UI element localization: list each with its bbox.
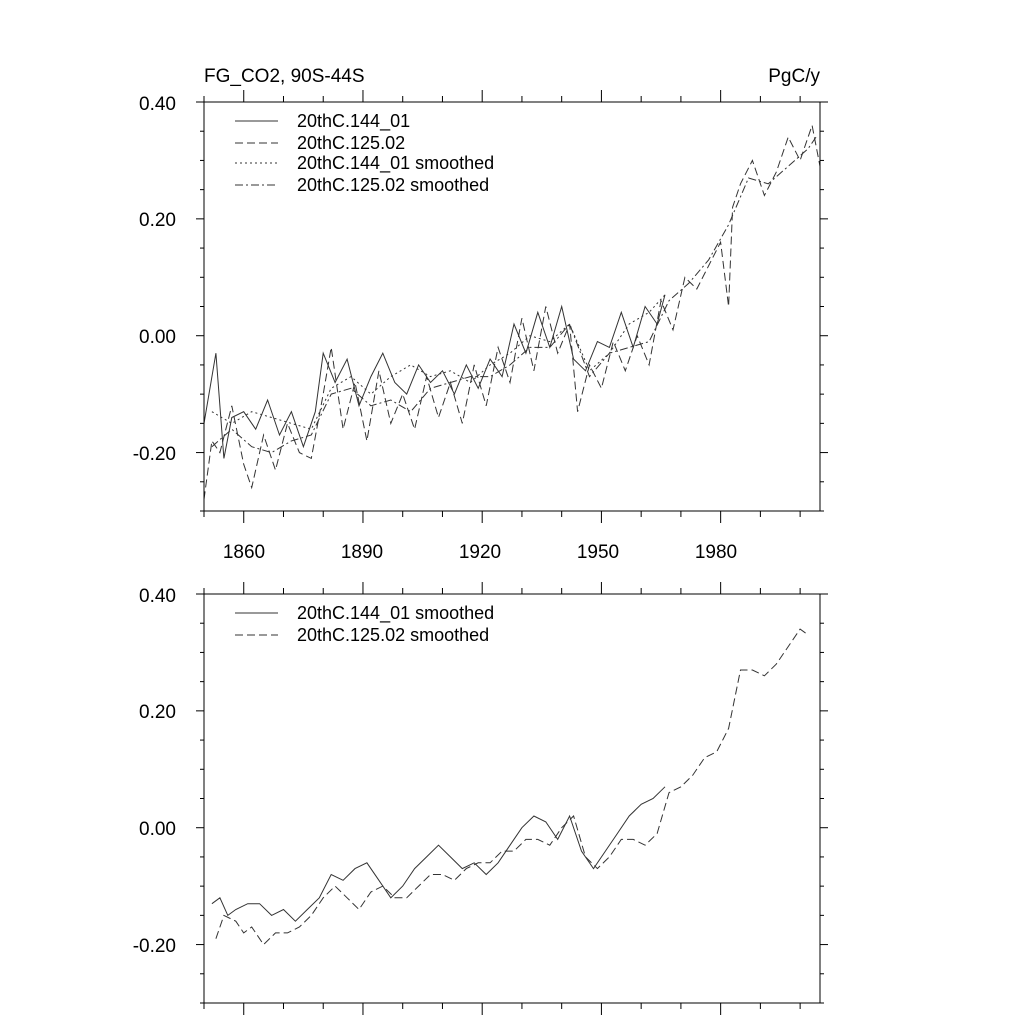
top-xtick-label-1860: 1860 (223, 542, 265, 563)
bottom-plot-frame (203, 593, 821, 1004)
bottom-ytick-label-0.20: 0.20 (139, 702, 176, 723)
top-xtick-label-1890: 1890 (341, 542, 383, 563)
top-xtick-label-1950: 1950 (577, 542, 619, 563)
top-panel: FG_CO2, 90S-44S PgC/y 0.40 0.20 0.00 -0.… (133, 66, 828, 563)
top-y-tick-labels: 0.40 0.20 0.00 -0.20 (133, 94, 176, 465)
bottom-legend-label-125-02-smoothed: 20thC.125.02 smoothed (297, 625, 489, 645)
top-series-144-01 (203, 294, 666, 459)
top-xtick-label-1980: 1980 (695, 542, 737, 563)
bottom-series-144-01-smoothed (211, 786, 666, 922)
top-ticks (196, 90, 828, 523)
top-series-144-01-smoothed (211, 294, 666, 430)
top-title-left: FG_CO2, 90S-44S (204, 66, 365, 87)
top-ytick-label-0.20: 0.20 (139, 210, 176, 231)
bottom-series-125-02-smoothed (215, 628, 809, 946)
bottom-ytick-label--0.20: -0.20 (133, 936, 176, 957)
top-legend-label-125-02: 20thC.125.02 (297, 133, 405, 153)
bottom-ticks (196, 582, 828, 1015)
top-ytick-label-0.40: 0.40 (139, 94, 176, 115)
top-xtick-label-1920: 1920 (459, 542, 501, 563)
bottom-y-tick-labels: 0.40 0.20 0.00 -0.20 (133, 586, 176, 957)
bottom-ytick-label-0.40: 0.40 (139, 586, 176, 607)
bottom-legend-label-144-01-smoothed: 20thC.144_01 smoothed (297, 603, 494, 624)
top-series-group (203, 123, 821, 500)
top-title-right: PgC/y (768, 66, 820, 87)
bottom-panel: 0.40 0.20 0.00 -0.20 20thC.144_01 smooth… (133, 582, 828, 1015)
bottom-legend: 20thC.144_01 smoothed 20thC.125.02 smoot… (235, 603, 494, 645)
top-series-125-02-smoothed (211, 136, 817, 454)
top-ytick-label--0.20: -0.20 (133, 444, 176, 465)
top-x-tick-labels: 1860 1890 1920 1950 1980 (223, 542, 737, 563)
bottom-ytick-label-0.00: 0.00 (139, 819, 176, 840)
top-ytick-label-0.00: 0.00 (139, 327, 176, 348)
bottom-series-group (211, 628, 809, 946)
top-legend-label-144-01: 20thC.144_01 (297, 111, 410, 132)
top-legend: 20thC.144_01 20thC.125.02 20thC.144_01 s… (235, 111, 494, 195)
top-legend-label-125-02-smoothed: 20thC.125.02 smoothed (297, 175, 489, 195)
top-legend-label-144-01-smoothed: 20thC.144_01 smoothed (297, 153, 494, 174)
top-series-125-02 (203, 123, 821, 500)
